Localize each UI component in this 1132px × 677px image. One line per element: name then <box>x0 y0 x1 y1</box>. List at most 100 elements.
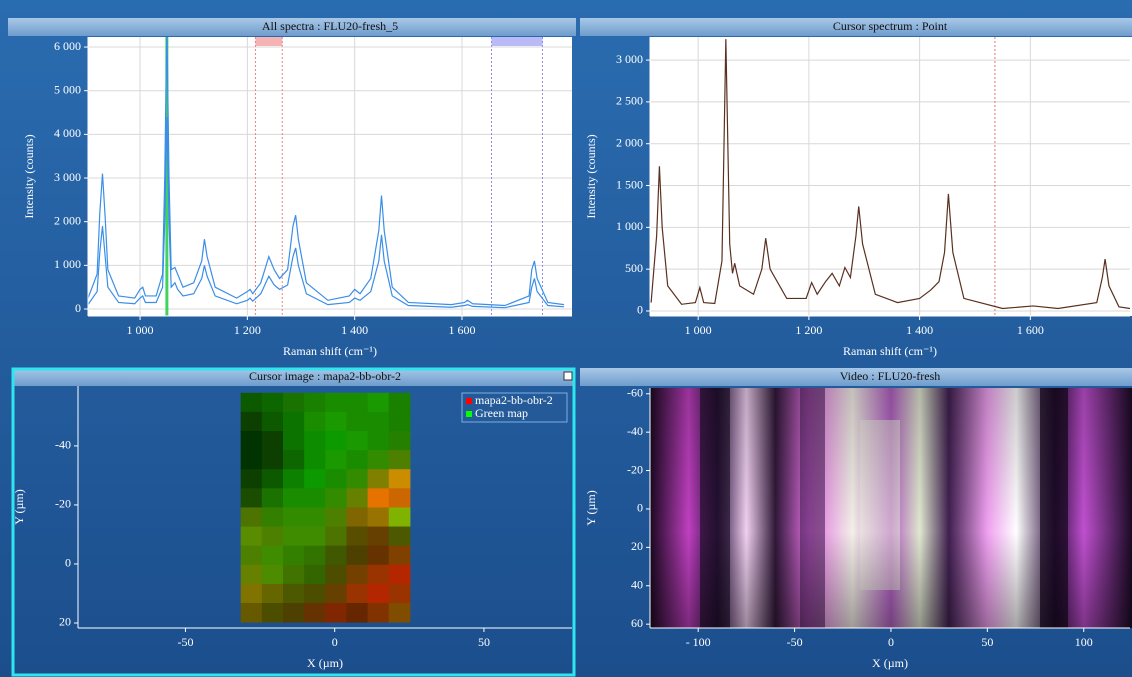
map-pixel <box>368 507 390 527</box>
map-pixel <box>283 527 305 547</box>
y-axis-label: Intensity (counts) <box>22 134 36 218</box>
map-pixel <box>325 546 347 566</box>
map-pixel <box>389 603 411 623</box>
x-axis-label: X (µm) <box>307 656 343 670</box>
map-pixel <box>262 431 284 451</box>
map-pixel <box>283 584 305 604</box>
y-tick-label: 0 <box>75 301 81 315</box>
legend-swatch <box>466 398 472 404</box>
map-pixel <box>389 546 411 566</box>
y-axis-label: Intensity (counts) <box>584 134 598 218</box>
y-tick-label: 40 <box>631 578 643 592</box>
map-pixel <box>262 450 284 470</box>
map-pixel <box>241 431 263 451</box>
y-tick-label: -40 <box>627 424 643 438</box>
map-pixel <box>304 393 326 413</box>
map-pixel <box>241 584 263 604</box>
map-pixel <box>346 431 368 451</box>
x-tick-label: 1 600 <box>449 323 476 337</box>
map-pixel <box>262 565 284 585</box>
map-pixel <box>325 507 347 527</box>
y-tick-label: 2 000 <box>616 135 643 149</box>
plot <box>241 393 411 623</box>
map-pixel <box>283 469 305 489</box>
x-tick-label: 50 <box>478 635 490 649</box>
map-pixel <box>368 488 390 508</box>
x-axis-label: X (µm) <box>872 656 908 670</box>
y-tick-label: 20 <box>59 615 71 629</box>
map-pixel <box>304 527 326 547</box>
map-pixel <box>346 565 368 585</box>
map-pixel <box>368 450 390 470</box>
y-tick-label: -20 <box>55 497 71 511</box>
x-tick-label: -50 <box>177 635 193 649</box>
map-pixel <box>241 412 263 432</box>
plot-area <box>88 37 572 316</box>
map-pixel <box>262 412 284 432</box>
map-pixel <box>283 546 305 566</box>
x-axis-label: Raman shift (cm⁻¹) <box>843 344 937 358</box>
y-tick-label: 6 000 <box>54 39 81 53</box>
map-pixel <box>262 393 284 413</box>
map-pixel <box>304 450 326 470</box>
y-tick-label: 60 <box>631 616 643 630</box>
map-pixel <box>346 469 368 489</box>
y-tick-label: 0 <box>637 501 643 515</box>
map-pixel <box>325 412 347 432</box>
panel-title: Video : FLU20-fresh <box>840 369 941 383</box>
map-pixel <box>368 584 390 604</box>
y-tick-label: 0 <box>65 556 71 570</box>
map-pixel <box>346 546 368 566</box>
map-pixel <box>325 527 347 547</box>
map-pixel <box>325 565 347 585</box>
region-tab <box>255 37 282 46</box>
map-pixel <box>325 584 347 604</box>
map-pixel <box>325 431 347 451</box>
x-tick-label: - 100 <box>686 635 711 649</box>
map-pixel <box>241 507 263 527</box>
y-tick-label: 20 <box>631 539 643 553</box>
map-pixel <box>389 450 411 470</box>
map-pixel <box>389 469 411 489</box>
map-pixel <box>368 603 390 623</box>
map-pixel <box>241 546 263 566</box>
x-tick-label: 1 200 <box>234 323 261 337</box>
map-pixel <box>389 565 411 585</box>
x-axis-label: Raman shift (cm⁻¹) <box>283 344 377 358</box>
map-pixel <box>346 527 368 547</box>
map-pixel <box>325 393 347 413</box>
map-pixel <box>346 393 368 413</box>
map-pixel <box>262 469 284 489</box>
x-tick-label: 50 <box>981 635 993 649</box>
map-pixel <box>262 584 284 604</box>
x-tick-label: -50 <box>787 635 803 649</box>
y-tick-label: 5 000 <box>54 82 81 96</box>
legend-label: Green map <box>475 406 528 420</box>
y-tick-label: 3 000 <box>54 170 81 184</box>
map-pixel <box>368 412 390 432</box>
map-pixel <box>283 488 305 508</box>
map-pixel <box>304 584 326 604</box>
map-pixel <box>262 488 284 508</box>
map-pixel <box>304 488 326 508</box>
region-tab <box>492 37 543 46</box>
map-pixel <box>325 469 347 489</box>
map-pixel <box>304 507 326 527</box>
y-tick-label: 1 000 <box>616 219 643 233</box>
map-pixel <box>283 565 305 585</box>
map-pixel <box>304 546 326 566</box>
y-tick-label: 500 <box>625 261 643 275</box>
map-pixel <box>262 507 284 527</box>
panel-title: Cursor image : mapa2-bb-obr-2 <box>249 369 401 383</box>
maximize-button[interactable] <box>564 372 572 380</box>
map-pixel <box>241 603 263 623</box>
map-pixel <box>389 507 411 527</box>
x-tick-label: 1 200 <box>795 323 822 337</box>
map-pixel <box>346 450 368 470</box>
panel-title: All spectra : FLU20-fresh_5 <box>262 19 398 33</box>
map-pixel <box>304 412 326 432</box>
map-pixel <box>241 565 263 585</box>
map-pixel <box>262 546 284 566</box>
y-tick-label: 3 000 <box>616 52 643 66</box>
map-pixel <box>304 431 326 451</box>
